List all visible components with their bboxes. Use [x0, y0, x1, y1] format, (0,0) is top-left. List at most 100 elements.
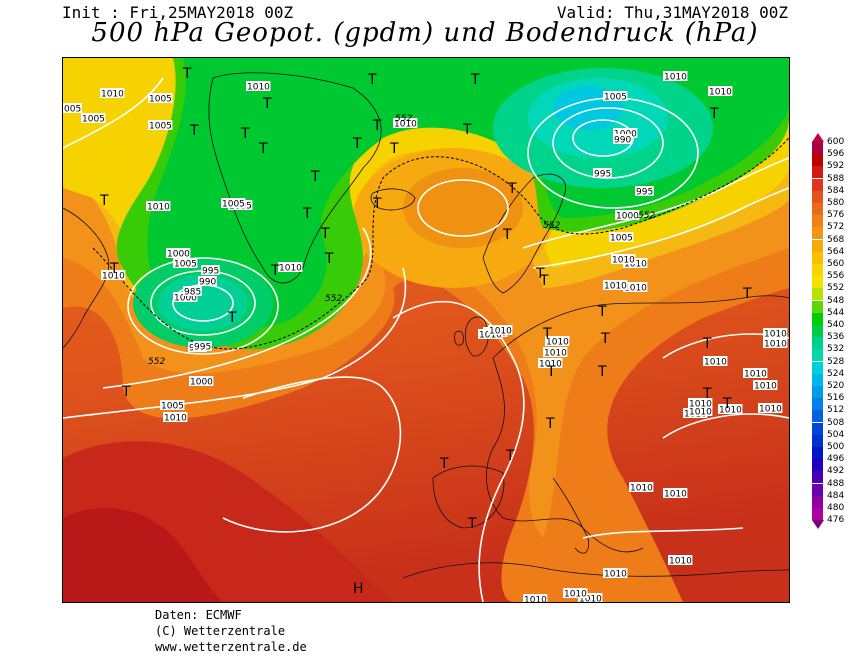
- isobar-label: 1010: [393, 118, 418, 130]
- legend-color-swatch: [812, 166, 823, 179]
- legend-top-arrow: [812, 133, 824, 142]
- legend-label: 568: [827, 234, 845, 245]
- legend-label: 520: [827, 381, 845, 391]
- low-pressure-symbol: T: [121, 384, 131, 400]
- init-time: Init : Fri,25MAY2018 00Z: [62, 3, 294, 22]
- svg-text:995: 995: [194, 343, 211, 353]
- high-pressure-symbol: H: [353, 581, 364, 597]
- valid-time: Valid: Thu,31MAY2018 00Z: [556, 3, 788, 22]
- legend-label: 508: [827, 417, 845, 428]
- chart-title: 500 hPa Geopot. (gpdm) und Bodendruck (h…: [91, 18, 759, 48]
- svg-text:1010: 1010: [744, 370, 767, 380]
- svg-text:1010: 1010: [147, 203, 170, 213]
- data-source: Daten: ECMWF: [155, 608, 242, 622]
- legend-label: 540: [827, 320, 845, 330]
- svg-text:1010: 1010: [546, 338, 569, 348]
- isobar-label: 1005: [173, 258, 198, 270]
- svg-text:1010: 1010: [764, 340, 787, 350]
- legend-color-swatch: [812, 203, 823, 215]
- svg-text:1010: 1010: [754, 382, 777, 392]
- low-pressure-symbol: T: [462, 122, 472, 138]
- geopot-labels: 552 552 552 552 552: [148, 114, 655, 367]
- low-pressure-symbol: T: [470, 72, 480, 88]
- low-pressure-symbol: T: [227, 310, 237, 326]
- low-pressure-symbol: T: [372, 118, 382, 134]
- svg-text:005: 005: [64, 105, 81, 115]
- low-pressure-symbol: T: [539, 273, 549, 289]
- legend-label: 572: [827, 222, 845, 233]
- legend-color-swatch: [812, 154, 823, 167]
- weather-map: 1010100510100051005101010051005100010051…: [62, 57, 790, 603]
- footer-credits: Daten: ECMWF (C) Wetterzentrale www.wett…: [155, 607, 307, 655]
- low-pressure-symbol: T: [352, 136, 362, 152]
- legend-label: 580: [827, 198, 845, 208]
- legend-label: 500: [827, 442, 845, 452]
- svg-text:1010: 1010: [689, 400, 712, 410]
- svg-text:1000: 1000: [174, 294, 197, 304]
- isobar-label: 005: [63, 103, 82, 115]
- legend-label: 560: [827, 259, 845, 269]
- svg-text:1010: 1010: [664, 73, 687, 83]
- legend-label: 492: [827, 466, 845, 477]
- low-pressure-symbol: T: [742, 286, 752, 302]
- legend-color-swatch: [812, 300, 823, 313]
- legend-color-swatch: [812, 471, 823, 484]
- isobar-label: 1010: [623, 282, 648, 294]
- isobar-label: 1010: [668, 555, 693, 567]
- isobar-label: 990: [613, 134, 632, 146]
- legend-color-swatch: [812, 398, 823, 411]
- geopot-552-line: [92, 137, 789, 350]
- low-pressure-symbol: T: [324, 251, 334, 267]
- isobar-label: 1010: [629, 482, 654, 494]
- svg-text:1010: 1010: [719, 406, 742, 416]
- low-pressure-symbol: T: [502, 227, 512, 243]
- legend-label: 552: [827, 283, 845, 294]
- low-pressure-symbol: T: [109, 261, 119, 277]
- svg-text:1010: 1010: [524, 596, 547, 603]
- svg-text:1005: 1005: [149, 95, 172, 105]
- legend-color-swatch: [812, 288, 823, 301]
- low-pressure-symbol: T: [262, 96, 272, 112]
- low-pressure-symbol: T: [270, 263, 280, 279]
- svg-text:1010: 1010: [604, 282, 627, 292]
- svg-text:1010: 1010: [544, 349, 567, 359]
- legend-color-swatch: [812, 495, 823, 508]
- svg-text:1010: 1010: [630, 484, 653, 494]
- isobar-label: 1010: [101, 270, 126, 282]
- low-pressure-symbol: T: [542, 326, 552, 342]
- svg-text:1005: 1005: [161, 402, 184, 412]
- isobar-label: 1010: [563, 588, 588, 600]
- field-low-west-core: [158, 275, 248, 331]
- legend-label: 516: [827, 393, 845, 404]
- low-pressure-symbol: T: [597, 364, 607, 380]
- svg-text:1005: 1005: [222, 200, 245, 210]
- isobar-label: 1010: [763, 328, 788, 340]
- legend-color-swatch: [812, 276, 823, 289]
- copyright: (C) Wetterzentrale: [155, 624, 286, 638]
- low-pressure-symbol: T: [439, 456, 449, 472]
- legend-label: 588: [827, 173, 845, 184]
- color-legend: 600 596 592 588 584 580 576 572 568 564 560 556 552 5…: [812, 133, 850, 530]
- svg-text:1010: 1010: [164, 414, 187, 424]
- svg-text:1000: 1000: [167, 250, 190, 260]
- legend-label: 476: [827, 515, 845, 526]
- svg-text:1010: 1010: [479, 331, 502, 341]
- svg-text:1010: 1010: [539, 360, 562, 370]
- legend-label: 600: [827, 137, 845, 147]
- isobar-label: 1010: [545, 336, 570, 348]
- isobar-label: 1005: [609, 232, 634, 244]
- legend-color-swatch: [812, 227, 823, 240]
- low-pressure-symbol: T: [189, 123, 199, 139]
- low-pressure-symbol: T: [545, 416, 555, 432]
- isobar-label: 995: [201, 265, 220, 277]
- svg-text:1010: 1010: [764, 330, 787, 340]
- svg-text:1010: 1010: [624, 284, 647, 294]
- legend-color-swatch: [812, 386, 823, 398]
- legend-color-swatch: [812, 312, 823, 325]
- low-pressure-symbol: T: [389, 141, 399, 157]
- low-pressure-symbol: T: [505, 448, 515, 464]
- low-pressure-symbol: T: [310, 169, 320, 185]
- low-pressure-symbol: T: [258, 141, 268, 157]
- legend-label: 544: [827, 307, 845, 318]
- low-pressure-symbol: T: [467, 516, 477, 532]
